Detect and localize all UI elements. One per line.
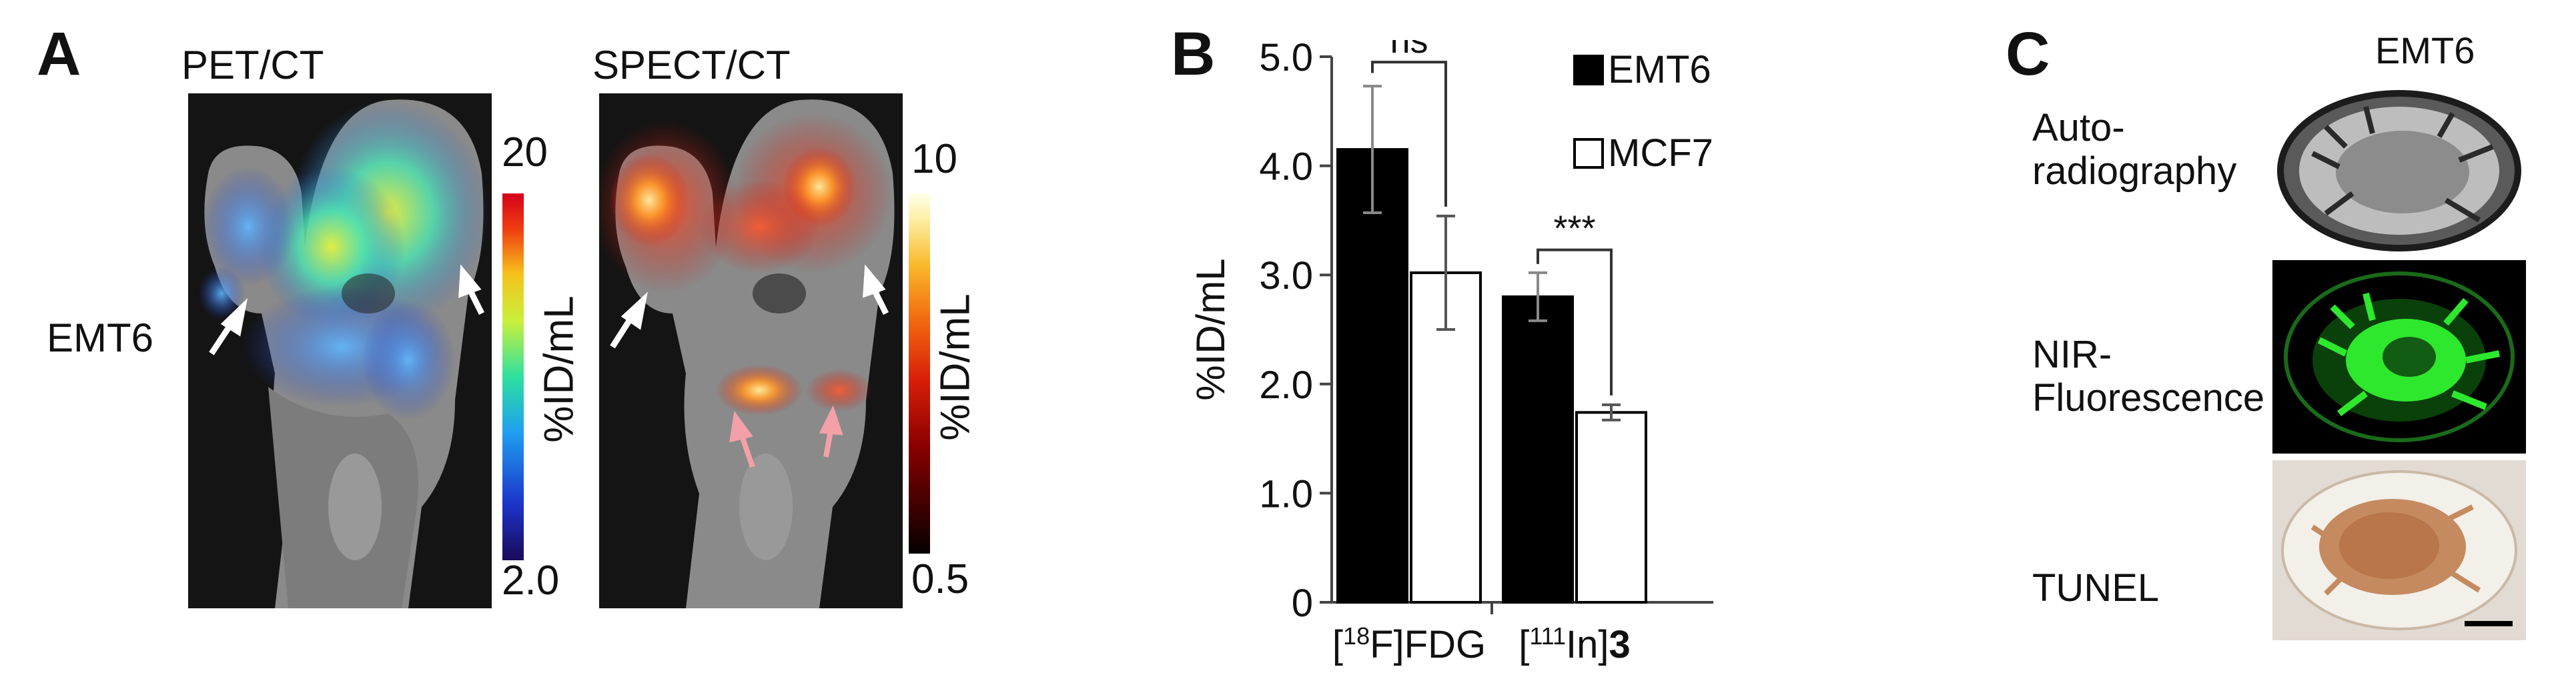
bar-mcf7-1 [1575,411,1647,604]
significance-label: *** [1553,209,1595,249]
legend-swatch-mcf7 [1573,138,1604,169]
x-tick-label: [18F]FDG [1332,622,1486,666]
nir-fluorescence-image [2272,260,2526,454]
autoradiography-label: Auto- radiography [2032,106,2237,193]
panel-a-label: A [37,20,81,88]
significance-bracket [1537,248,1613,396]
pet-colorbar-unit: %ID/mL [536,295,582,443]
kidney-arrow-left [729,410,755,468]
y-tick-label: 0 [1292,582,1313,625]
spect-colorbar-unit: %ID/mL [932,293,979,441]
significance-bracket [1371,61,1447,207]
tunel-label: TUNEL [2032,566,2160,610]
pet-colorbar [502,193,524,560]
bar-emt6-0 [1336,148,1408,604]
y-tick-label: 1.0 [1259,472,1313,516]
legend-swatch-emt6 [1573,55,1604,85]
spect-colorbar-max: 10 [911,136,957,182]
spect-ct-image [599,93,903,608]
tumor-arrow-left [610,291,648,349]
panel-c-label: C [2006,20,2050,88]
pet-colorbar-min: 2.0 [502,558,560,604]
y-tick-label: 2.0 [1259,364,1313,407]
spect-colorbar-min: 0.5 [911,556,969,602]
spect-ct-title: SPECT/CT [592,43,791,87]
y-axis-label: %ID/mL [1188,258,1233,400]
bar-chart: 0 1.0 2.0 3.0 4.0 5.0 %ID/mL [18F]FDG [111In]3 ns… [1188,40,1713,666]
bar-emt6-1 [1502,295,1574,604]
kidney-arrow-right [819,405,843,458]
tumor-arrow-right [863,264,889,315]
tunel-image [2272,460,2526,640]
significance-label: ns [1390,40,1428,61]
spect-ct-scan-graphic [599,93,903,608]
tumor-arrow-left [209,297,248,356]
pet-ct-scan-graphic [188,93,492,608]
tumor-arrow-right [458,264,485,315]
y-tick-label: 5.0 [1259,40,1313,79]
pet-ct-title: PET/CT [181,43,324,87]
row-label-emt6: EMT6 [47,315,154,360]
autoradiography-image [2272,87,2526,253]
panel-b-label: B [1171,20,1216,88]
legend-label-emt6: EMT6 [1608,48,1711,91]
x-tick-label: [111In]3 [1519,622,1631,666]
pet-colorbar-max: 20 [502,129,548,175]
emt6-column-title: EMT6 [2375,29,2475,71]
legend-label-mcf7: MCF7 [1608,131,1713,175]
pet-ct-image [188,93,492,608]
y-tick-label: 4.0 [1259,145,1313,189]
y-tick-label: 3.0 [1259,254,1313,297]
spect-colorbar [909,193,930,554]
nir-fluorescence-label: NIR- Fluorescence [2032,333,2265,420]
